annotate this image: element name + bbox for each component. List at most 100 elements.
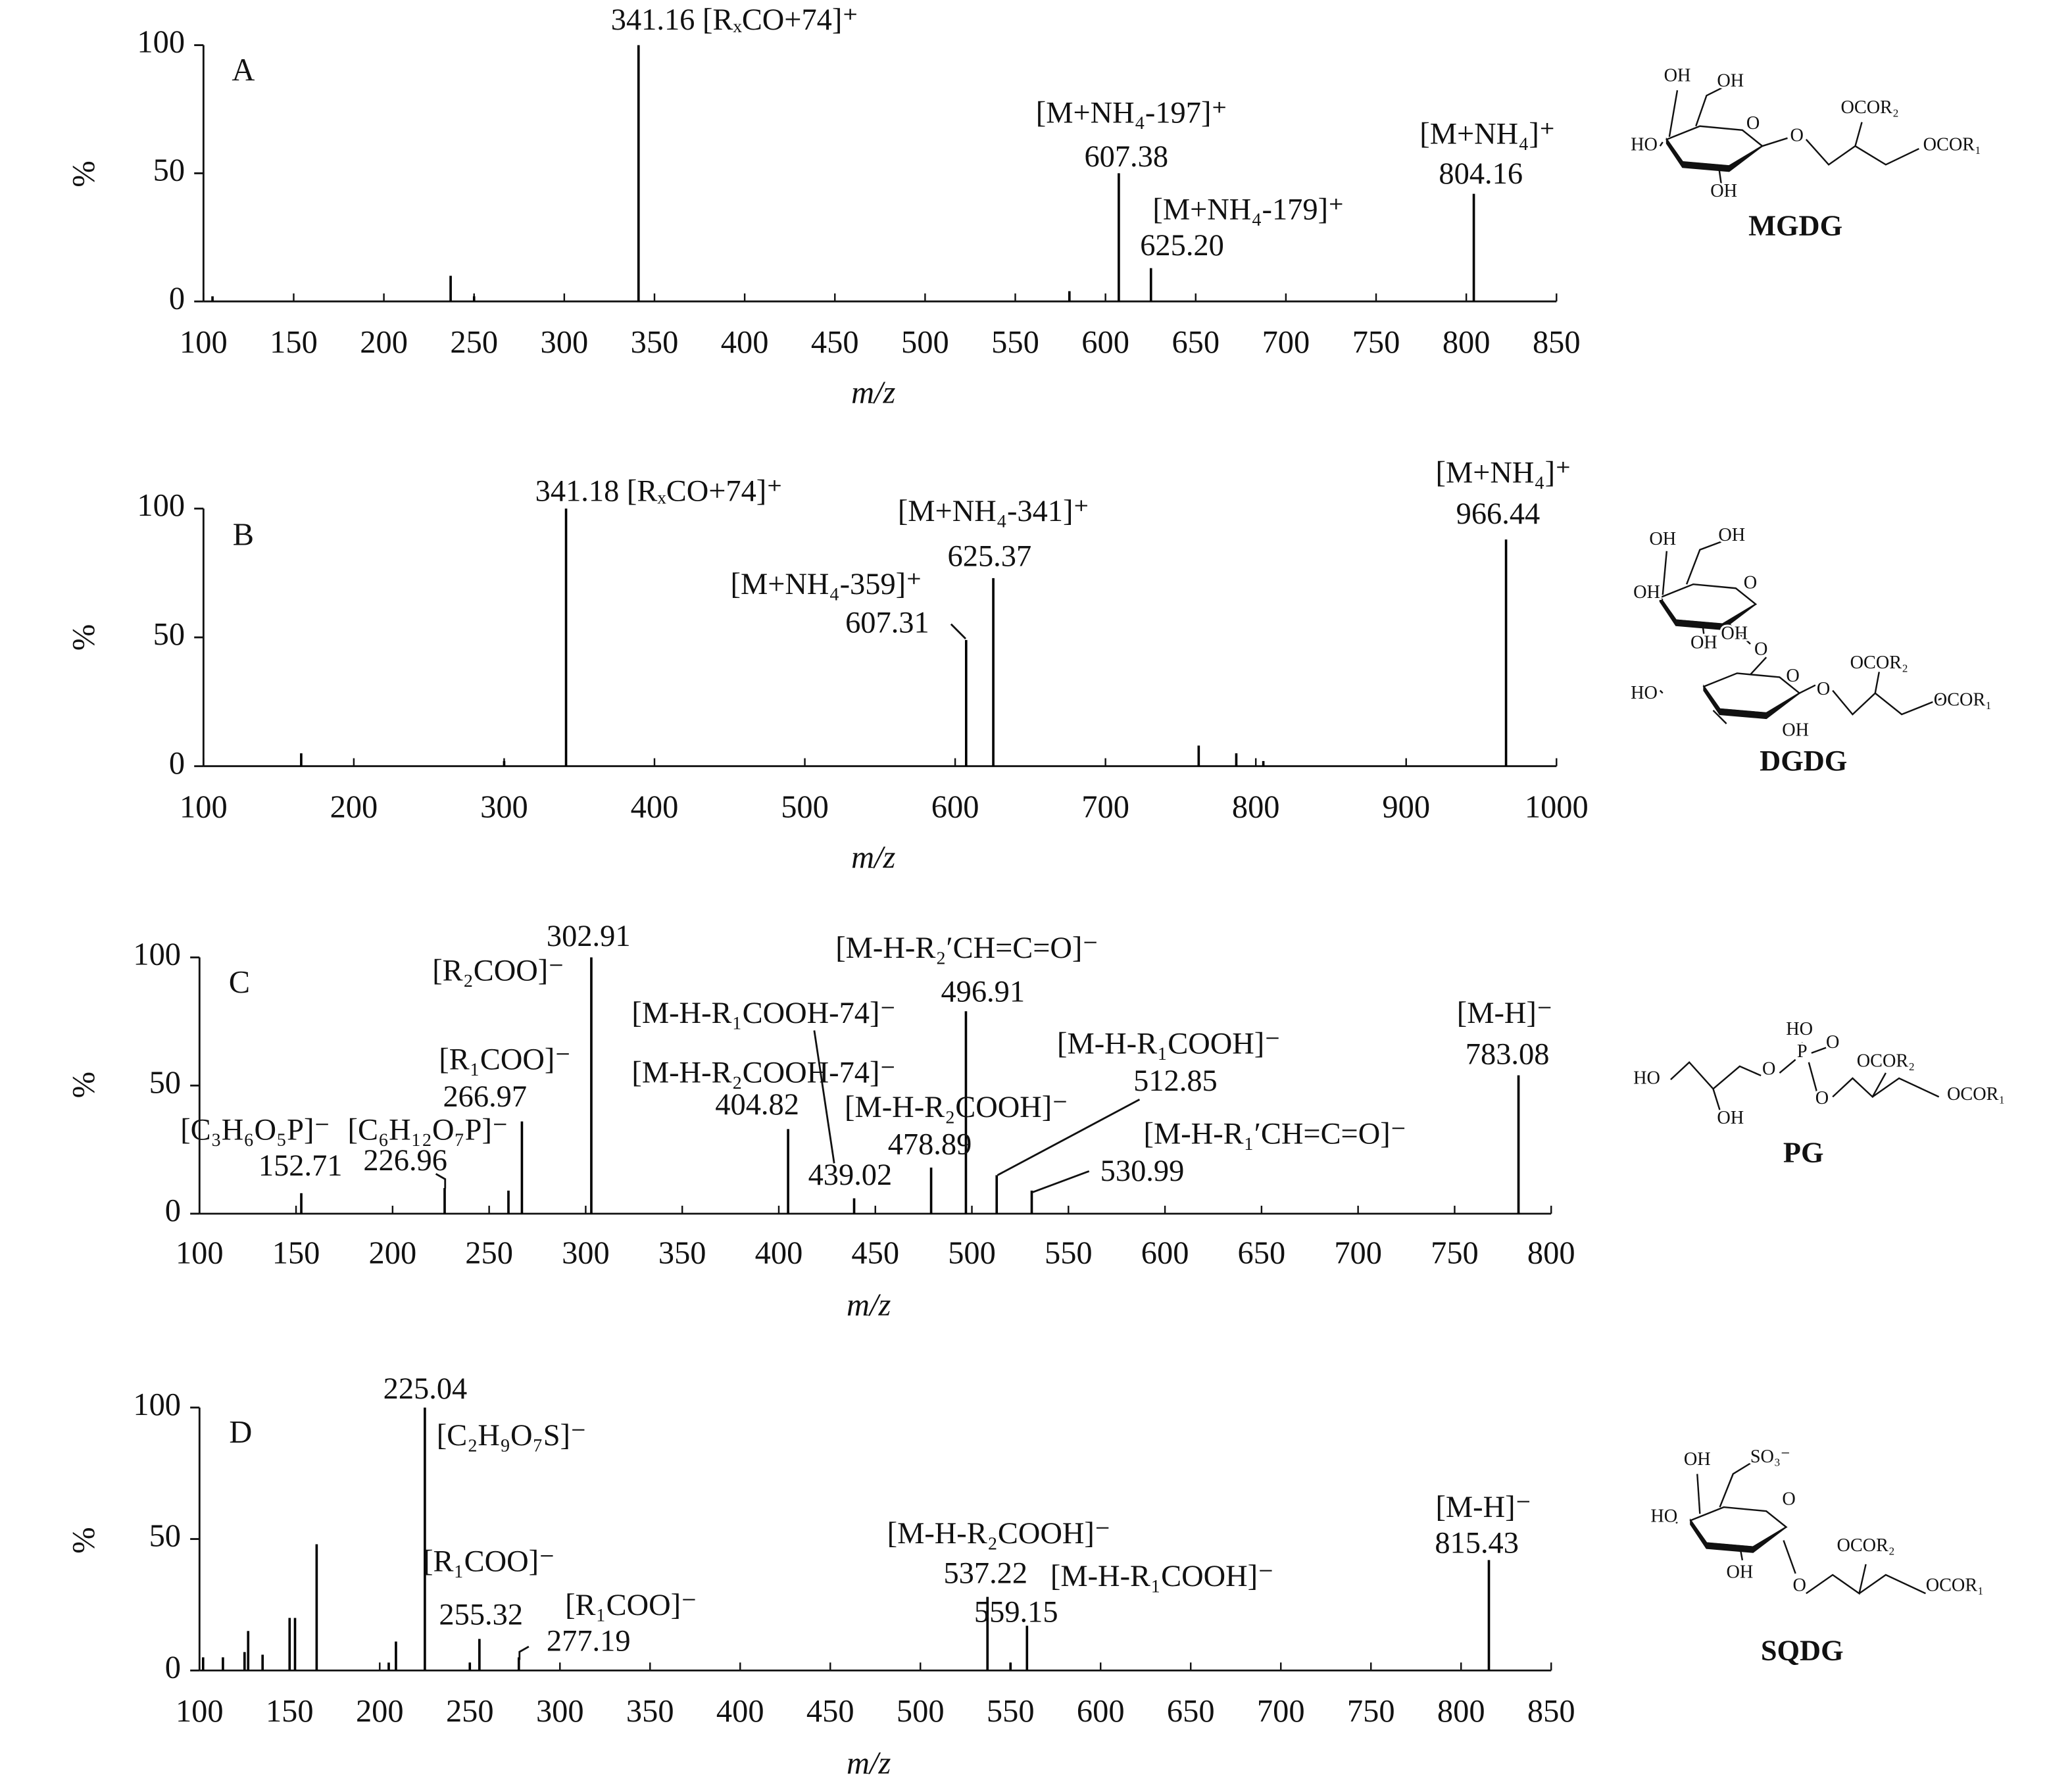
peak-annotation: 804.16 [1439, 157, 1523, 191]
leader-line [1031, 1170, 1090, 1194]
atom-label: OH [1633, 582, 1660, 603]
x-tick-label: 350 [626, 1694, 674, 1729]
atom-label: OH [1726, 1562, 1753, 1583]
x-tick-label: 400 [631, 789, 679, 824]
x-tick-label: 100 [180, 325, 228, 360]
bond [1750, 657, 1767, 676]
bond [1811, 1047, 1827, 1054]
atom-label: O [1782, 1489, 1795, 1509]
atom-label: O [1815, 1088, 1829, 1108]
x-tick-label: 200 [360, 325, 408, 360]
atom-label: O [1817, 679, 1830, 699]
sugar-ring-front [1703, 684, 1800, 720]
x-tick-label: 750 [1431, 1236, 1479, 1271]
x-tick-label: 600 [1077, 1694, 1125, 1729]
atom-label: OCOR₂ [1850, 653, 1908, 673]
x-tick-label: 150 [270, 325, 318, 360]
peak-annotation: [M-H-R₁′CH=C=O]⁻ [1144, 1118, 1407, 1151]
atom-label: OCOR₁ [1934, 689, 1992, 710]
bond [1662, 551, 1668, 595]
leader-line [813, 1030, 835, 1164]
x-tick-label: 850 [1533, 325, 1581, 360]
peak-annotation: [M-H-R₂′CH=C=O]⁻ [835, 931, 1098, 965]
bond [1717, 164, 1722, 184]
peak-annotation: 152.71 [259, 1149, 343, 1183]
bond [1659, 689, 1664, 694]
leader-line [950, 623, 967, 639]
bond [1685, 541, 1722, 585]
peak-annotation: 266.97 [443, 1080, 527, 1114]
peak-annotation: [M-H-R₂COOH]⁻ [887, 1517, 1111, 1550]
atom-label: O [1786, 666, 1799, 686]
peak-annotation: 496.91 [941, 976, 1025, 1009]
peak-annotation: [C₃H₆O₅P]⁻ [180, 1114, 330, 1147]
bond [1799, 684, 1816, 694]
atom-label: OH [1690, 632, 1717, 653]
bond [1702, 624, 1705, 635]
peak-annotation: 607.31 [845, 606, 929, 639]
bond [1670, 1061, 1762, 1090]
bond [1695, 87, 1723, 127]
y-tick-label: 0 [169, 746, 185, 781]
bond [1659, 141, 1664, 147]
atom-label: OCOR₂ [1857, 1051, 1915, 1071]
peak-annotation: [M-H]⁻ [1457, 997, 1553, 1030]
atom-label: HO [1633, 1068, 1660, 1089]
x-tick-label: 700 [1257, 1694, 1305, 1729]
leader-line [997, 1099, 1141, 1176]
x-tick-label: 450 [811, 325, 859, 360]
atom-label: OCOR₁ [1923, 135, 1981, 155]
bond [1854, 145, 1919, 166]
atom-label: OH [1782, 720, 1809, 741]
y-tick-label: 100 [133, 1387, 181, 1422]
peak-annotation: [M+NH₄]⁺ [1436, 456, 1571, 489]
atom-label: OH [1684, 1449, 1711, 1470]
y-axis-label: % [66, 161, 101, 187]
bond [1783, 1540, 1796, 1574]
x-tick-label: 600 [931, 789, 979, 824]
peak-annotation: 815.43 [1435, 1526, 1519, 1560]
bond [1668, 90, 1679, 137]
x-tick-label: 550 [1045, 1236, 1093, 1271]
x-tick-label: 700 [1334, 1236, 1382, 1271]
leader-line [518, 1645, 530, 1660]
x-tick-label: 1000 [1525, 789, 1589, 824]
peak-annotation: 302.91 [547, 920, 631, 953]
peak-annotation: [M+NH₄-341]⁺ [898, 495, 1089, 528]
x-tick-label: 300 [541, 325, 589, 360]
bond [1805, 122, 1863, 166]
peak-annotation: [R₁COO]⁻ [439, 1043, 571, 1077]
x-tick-label: 750 [1352, 325, 1400, 360]
atom-label: HO [1631, 135, 1658, 155]
atom-label: HO [1650, 1506, 1677, 1527]
bond [1806, 1564, 1867, 1595]
atom-label: OCOR₂ [1841, 97, 1899, 118]
peak-annotation: 625.37 [948, 539, 1032, 573]
atom-label: O [1792, 1575, 1806, 1596]
atom-label: OCOR₂ [1837, 1535, 1894, 1556]
sugar-ring-front [1690, 1518, 1787, 1553]
panel-label: C [229, 965, 250, 1000]
x-tick-label: 450 [806, 1694, 854, 1729]
atom-label: OH [1717, 71, 1744, 91]
x-tick-label: 150 [272, 1236, 320, 1271]
atom-label: OCOR₁ [1926, 1575, 1984, 1596]
y-axis-label: % [66, 624, 101, 651]
peak-annotation: 559.15 [974, 1595, 1058, 1629]
peak-annotation: [M+NH₄-179]⁺ [1152, 193, 1344, 227]
y-tick-label: 0 [165, 1650, 181, 1685]
bond [1712, 710, 1727, 724]
x-tick-label: 300 [562, 1236, 610, 1271]
x-tick-label: 650 [1167, 1694, 1215, 1729]
bond [1762, 137, 1788, 147]
bond [1673, 1520, 1678, 1524]
atom-label: HO [1631, 683, 1658, 703]
molecule-name: SQDG [1761, 1633, 1844, 1666]
atom-label: SO₃⁻ [1750, 1447, 1790, 1467]
y-tick-label: 100 [137, 25, 185, 60]
peak-annotation: [M+NH₄-359]⁺ [731, 568, 922, 601]
atom-label: P [1797, 1041, 1808, 1062]
x-tick-label: 650 [1172, 325, 1220, 360]
molecule-name: DGDG [1760, 744, 1847, 777]
